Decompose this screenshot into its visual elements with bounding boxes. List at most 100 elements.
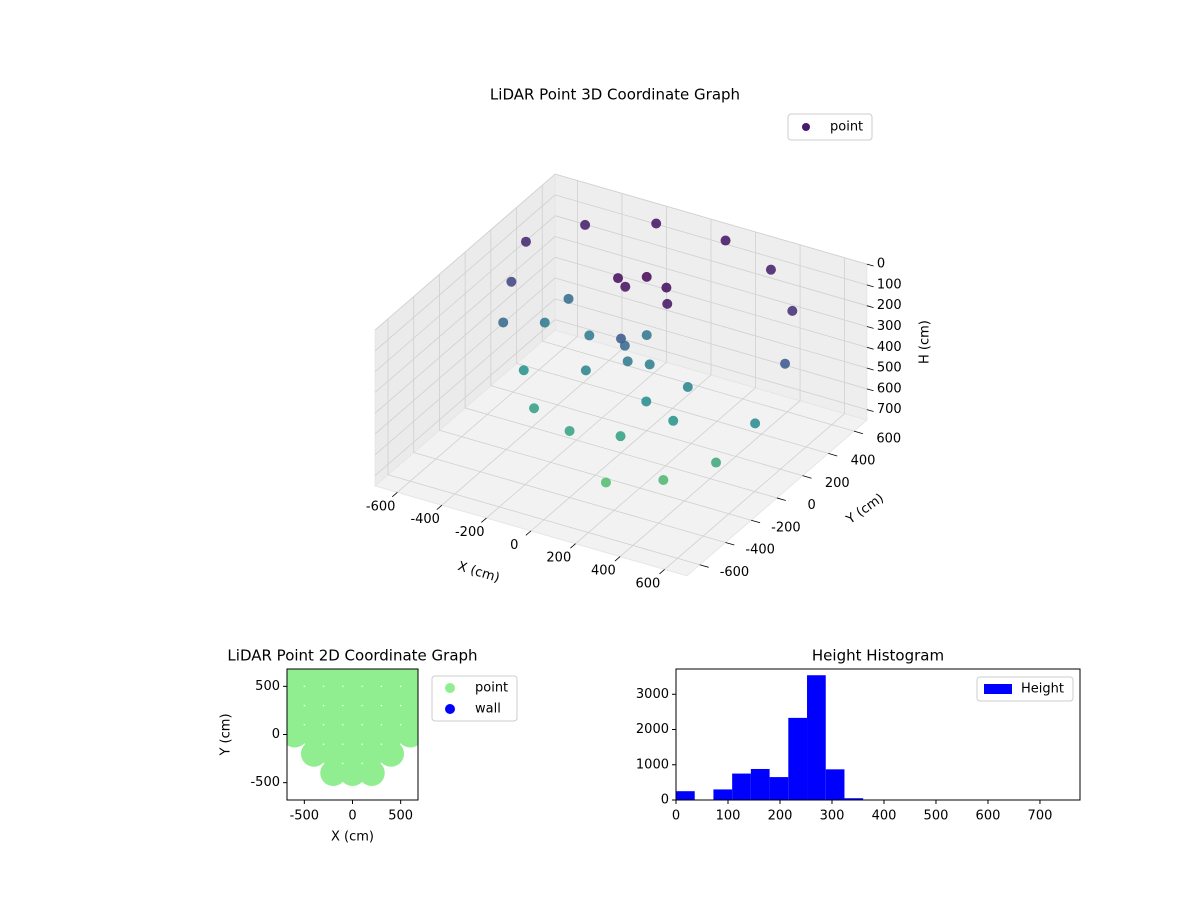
x-tick-label: 0 xyxy=(348,809,356,824)
bar xyxy=(676,791,695,800)
y-tick-label: -500 xyxy=(250,775,280,790)
point xyxy=(339,682,366,709)
point xyxy=(658,475,669,486)
grid-line xyxy=(465,407,777,499)
point xyxy=(539,317,550,328)
x-tick xyxy=(614,556,621,562)
bar xyxy=(713,789,733,800)
point xyxy=(711,457,722,468)
x-tick-label: 500 xyxy=(924,809,949,824)
grid-line xyxy=(542,340,855,432)
grid-line xyxy=(374,298,556,456)
point xyxy=(397,702,418,729)
grid-line xyxy=(374,319,556,476)
z-tick xyxy=(866,367,874,371)
point xyxy=(661,282,672,293)
legend-marker xyxy=(445,704,455,714)
y-tick xyxy=(751,519,761,524)
legend-swatch xyxy=(984,684,1012,694)
point xyxy=(641,396,652,407)
point xyxy=(518,365,529,376)
point xyxy=(615,431,626,442)
y-tick-label: 2000 xyxy=(636,722,669,737)
chart-title: LiDAR Point 2D Coordinate Graph xyxy=(227,647,477,665)
legend-marker xyxy=(802,123,810,131)
x-tick-label: -500 xyxy=(290,809,320,824)
x-tick-label: 0 xyxy=(672,809,680,824)
y-axis-label: Y (cm) xyxy=(843,491,887,528)
grid-line xyxy=(555,173,867,265)
x-tick-label: 400 xyxy=(591,564,616,579)
x-tick xyxy=(436,504,443,510)
x-tick xyxy=(659,569,665,575)
y-tick-label: 3000 xyxy=(636,687,669,702)
grid-line xyxy=(555,236,867,327)
y-tick-label: 500 xyxy=(255,679,280,694)
point xyxy=(619,340,630,351)
grid-line xyxy=(374,194,556,352)
point xyxy=(529,403,540,414)
point xyxy=(358,740,385,767)
grid-line xyxy=(374,256,556,414)
point xyxy=(563,293,574,304)
y-tick-label: 0 xyxy=(807,498,815,513)
point xyxy=(682,382,693,393)
x-tick xyxy=(391,492,398,498)
z-tick xyxy=(866,284,874,288)
point xyxy=(300,740,327,767)
chart-title: LiDAR Point 3D Coordinate Graph xyxy=(490,86,740,104)
z-tick-label: 400 xyxy=(877,340,902,355)
x-tick-label: 700 xyxy=(1028,809,1053,824)
y-tick xyxy=(828,453,838,457)
point xyxy=(750,418,761,429)
point xyxy=(668,415,679,426)
plot-area xyxy=(287,669,418,787)
grid-line xyxy=(555,277,867,369)
bar xyxy=(769,777,789,800)
x-tick-label: 0 xyxy=(510,538,518,553)
z-tick-label: 300 xyxy=(877,319,902,334)
x-tick-label: 600 xyxy=(976,809,1001,824)
chart-title: Height Histogram xyxy=(812,647,944,665)
z-tick xyxy=(866,346,874,350)
x-tick-label: -200 xyxy=(455,525,485,540)
point xyxy=(378,721,405,748)
legend-box xyxy=(976,676,1074,702)
point xyxy=(287,682,308,709)
point xyxy=(358,702,385,729)
grid-line xyxy=(555,215,867,307)
z-tick-label: 600 xyxy=(877,381,902,396)
point xyxy=(397,721,418,748)
point xyxy=(300,669,327,690)
point xyxy=(787,305,798,316)
point xyxy=(580,219,591,230)
x-tick-label: 200 xyxy=(546,551,571,566)
point xyxy=(378,669,405,690)
grid-line xyxy=(374,236,556,393)
grid-line xyxy=(374,277,556,435)
point xyxy=(378,702,405,729)
point xyxy=(358,682,385,709)
point xyxy=(358,721,385,748)
z-tick-label: 0 xyxy=(877,257,885,272)
grid-line xyxy=(516,363,829,454)
y-tick xyxy=(776,497,786,501)
point xyxy=(339,721,366,748)
x-tick-label: 600 xyxy=(635,576,660,591)
bar xyxy=(844,798,864,800)
bar xyxy=(732,773,751,800)
legend-label: point xyxy=(830,120,863,135)
point xyxy=(358,669,385,690)
y-tick-label: 1000 xyxy=(636,757,669,772)
point xyxy=(580,365,591,376)
z-tick xyxy=(866,409,874,412)
point xyxy=(300,721,327,748)
point xyxy=(339,702,366,729)
point xyxy=(339,740,366,767)
point xyxy=(320,702,347,729)
point xyxy=(584,330,595,341)
y-tick-label: 400 xyxy=(851,454,876,469)
point xyxy=(378,740,405,767)
point xyxy=(339,760,366,787)
point xyxy=(641,330,652,341)
